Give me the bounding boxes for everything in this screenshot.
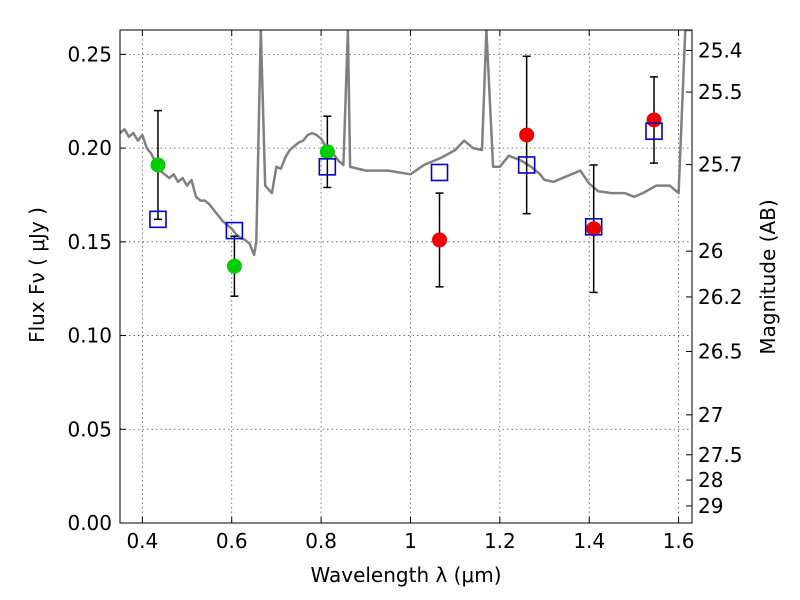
- data-point: [646, 112, 662, 128]
- model-point: [517, 156, 536, 174]
- spectrum-line: [120, 30, 692, 257]
- x-tick-label: 0.4: [126, 529, 158, 553]
- mag-tick-label: 29: [698, 494, 723, 518]
- data-point: [319, 144, 335, 160]
- x-tick-label: 1: [404, 529, 417, 553]
- grid: [120, 30, 692, 524]
- error-bars: [153, 55, 659, 297]
- x-tick-label: 0.6: [216, 529, 248, 553]
- mag-tick-label: 25.5: [698, 80, 743, 104]
- model-point: [149, 210, 167, 229]
- y-tick-label: 0.05: [67, 417, 112, 441]
- mag-tick-label: 25.7: [698, 153, 743, 177]
- x-tick-label: 0.8: [305, 529, 337, 553]
- mag-tick-label: 28: [698, 468, 723, 492]
- model-point: [645, 122, 663, 141]
- data-point: [432, 232, 448, 248]
- y-tick-label: 0.10: [67, 324, 112, 348]
- data-point: [519, 127, 535, 143]
- mag-tick-label: 26: [698, 239, 723, 263]
- model-spectrum: [120, 30, 692, 257]
- mag-tick-label: 25.4: [698, 38, 743, 62]
- model-point: [584, 218, 603, 236]
- data-point: [150, 157, 166, 173]
- y-tick-label: 0.00: [67, 511, 112, 535]
- mag-tick-label: 26.2: [698, 285, 743, 309]
- x-tick-label: 1.2: [484, 529, 516, 553]
- y-axis-right-title: Magnitude (AB): [756, 199, 780, 354]
- data-point: [226, 258, 242, 274]
- data-point: [586, 221, 602, 237]
- x-tick-label: 1.4: [573, 529, 605, 553]
- y-tick-label: 0.15: [67, 230, 112, 254]
- y-axis-title: Flux Fν ( μJy ): [25, 207, 49, 343]
- x-tick-label: 1.6: [663, 529, 695, 553]
- model-point: [225, 221, 244, 240]
- plot-frame: [119, 29, 693, 524]
- model-point: [318, 158, 337, 176]
- mag-tick-label: 27.5: [698, 443, 743, 467]
- model-point: [430, 163, 449, 182]
- axis-ticks: 0.4 0.6 0.8 1 1.2 1.4 1.6 0.00 0.05 0.10 0.15 0.20 0…: [67, 30, 743, 553]
- mag-tick-label: 27: [698, 403, 723, 427]
- y-tick-label: 0.25: [67, 42, 112, 66]
- y-tick-label: 0.20: [67, 136, 112, 160]
- data-markers: [149, 112, 663, 274]
- x-axis-title: Wavelength λ (μm): [310, 563, 501, 587]
- mag-tick-label: 26.5: [698, 339, 743, 363]
